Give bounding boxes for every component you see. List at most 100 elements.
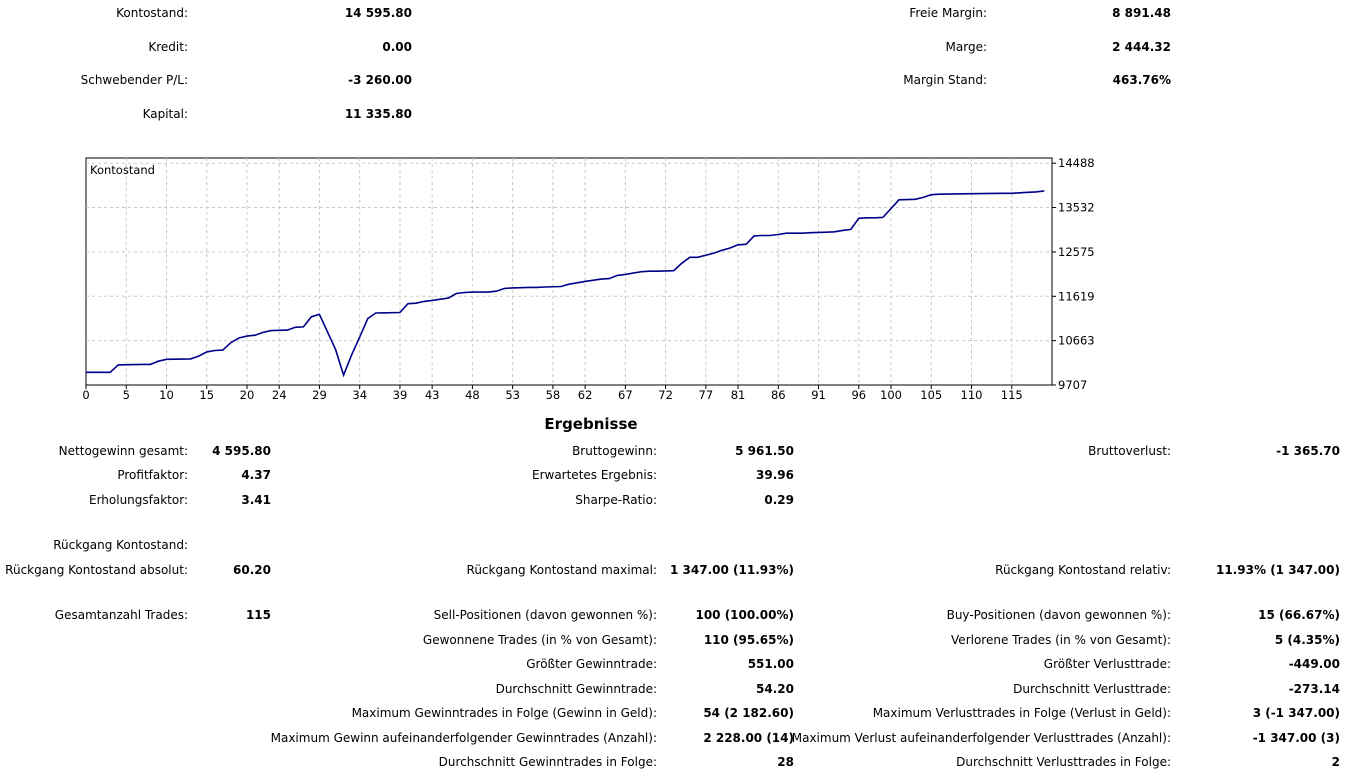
balance-data-point	[367, 317, 369, 320]
balance-data-point	[970, 193, 973, 195]
balance-data-point	[206, 351, 208, 353]
x-tick-label: 29	[312, 388, 327, 402]
balance-data-point	[785, 232, 787, 234]
balance-data-point	[560, 285, 562, 288]
margin-value: 2 444.32	[1112, 40, 1171, 54]
gross-loss-value: -1 365.70	[1276, 444, 1340, 458]
balance-data-point	[761, 234, 763, 237]
credit-value: 0.00	[382, 40, 412, 54]
balance-data-point	[737, 244, 739, 246]
x-tick-label: 110	[961, 388, 983, 402]
x-tick-label: 96	[851, 388, 866, 402]
balance-data-point	[536, 286, 538, 289]
balance-data-point	[858, 217, 860, 219]
balance-data-point	[697, 256, 699, 258]
balance-data-point	[648, 270, 651, 272]
floating-pl-value: -3 260.00	[348, 73, 412, 87]
x-tick-label: 39	[393, 388, 408, 402]
gross-loss-label: Bruttoverlust:	[1088, 444, 1171, 458]
x-tick-label: 58	[546, 388, 561, 402]
balance-data-point	[214, 349, 216, 352]
balance-label: Kontostand:	[116, 6, 188, 20]
lost-trades-value: 5 (4.35%)	[1274, 633, 1340, 647]
balance-data-point	[842, 229, 844, 231]
drawdown-relative-value: 11.93% (1 347.00)	[1216, 563, 1340, 577]
balance-series-points	[85, 190, 1045, 376]
balance-data-point	[246, 335, 248, 337]
avg-consec-wins-label: Durchschnitt Gewinntrades in Folge:	[438, 755, 657, 769]
gross-profit-label: Bruttogewinn:	[572, 444, 657, 458]
x-tick-label: 91	[811, 388, 826, 402]
balance-data-point	[463, 291, 465, 294]
balance-data-point	[165, 358, 168, 360]
won-trades-value: 110 (95.65%)	[703, 633, 794, 647]
balance-data-point	[343, 374, 345, 376]
drawdown-absolute-value: 60.20	[233, 563, 271, 577]
balance-data-point	[528, 286, 530, 289]
x-tick-label: 15	[199, 388, 214, 402]
balance-data-point	[689, 256, 691, 258]
results-heading: Ergebnisse	[544, 415, 638, 433]
balance-data-point	[713, 252, 715, 254]
balance-data-point	[447, 297, 449, 299]
balance-data-point	[729, 247, 731, 249]
x-tick-label: 115	[1001, 388, 1023, 402]
avg-consec-wins-value: 28	[777, 755, 794, 769]
x-tick-label: 62	[578, 388, 593, 402]
net-profit-value: 4 595.80	[212, 444, 271, 458]
balance-data-point	[882, 216, 884, 218]
balance-data-point	[874, 217, 876, 219]
margin-level-label: Margin Stand:	[903, 73, 987, 87]
balance-data-point	[455, 292, 457, 295]
balance-data-point	[149, 363, 151, 366]
balance-data-point	[640, 271, 643, 273]
margin-label: Marge:	[945, 40, 987, 54]
buy-positions-label: Buy-Positionen (davon gewonnen %):	[946, 608, 1171, 622]
credit-label: Kredit:	[148, 40, 188, 54]
avg-loss-value: -273.14	[1288, 682, 1340, 696]
balance-data-point	[302, 326, 304, 328]
balance-data-point	[109, 371, 111, 373]
y-tick-label: 11619	[1058, 289, 1095, 303]
x-tick-label: 0	[82, 388, 89, 402]
balance-data-point	[809, 232, 812, 234]
x-tick-label: 48	[465, 388, 480, 402]
avg-consec-losses-value: 2	[1331, 755, 1340, 769]
largest-win-label: Größter Gewinntrade:	[526, 657, 657, 671]
x-tick-label: 53	[505, 388, 520, 402]
max-consec-profit-value: 2 228.00 (14)	[703, 731, 794, 745]
y-tick-label: 14488	[1058, 156, 1095, 170]
balance-data-point	[624, 273, 626, 276]
y-tick-label: 12575	[1058, 245, 1095, 259]
balance-data-point	[504, 287, 506, 289]
expected-payoff-label: Erwartetes Ergebnis:	[531, 468, 657, 482]
balance-data-point	[568, 283, 570, 285]
x-tick-label: 43	[425, 388, 440, 402]
y-tick-label: 10663	[1058, 334, 1095, 348]
balance-data-point	[407, 303, 409, 305]
max-consec-wins-label: Maximum Gewinntrades in Folge (Gewinn in…	[351, 706, 657, 720]
free-margin-value: 8 891.48	[1112, 6, 1171, 20]
balance-data-point	[866, 217, 868, 219]
balance-data-point	[512, 287, 514, 289]
chart-title: Kontostand	[90, 163, 155, 177]
x-tick-label: 86	[771, 388, 786, 402]
balance-data-point	[415, 302, 417, 304]
total-trades-label: Gesamtanzahl Trades:	[54, 608, 188, 622]
balance-data-point	[262, 331, 264, 334]
balance-data-point	[399, 311, 401, 314]
balance-data-point	[600, 278, 602, 280]
max-consec-wins-value: 54 (2 182.60)	[703, 706, 794, 720]
won-trades-label: Gewonnene Trades (in % von Gesamt):	[422, 633, 657, 647]
buy-positions-value: 15 (66.67%)	[1258, 608, 1340, 622]
chart-y-ticks: 9707 10663 11619 12575 13532 14488	[1052, 156, 1095, 392]
y-tick-label: 13532	[1058, 201, 1095, 215]
x-tick-label: 20	[240, 388, 255, 402]
max-consec-loss-label: Maximum Verlust aufeinanderfolgender Ver…	[791, 731, 1171, 745]
balance-data-point	[801, 232, 804, 234]
sell-positions-value: 100 (100.00%)	[695, 608, 794, 622]
max-consec-losses-value: 3 (-1 347.00)	[1252, 706, 1340, 720]
lost-trades-label: Verlorene Trades (in % von Gesamt):	[951, 633, 1171, 647]
total-trades-value: 115	[245, 608, 271, 622]
balance-data-point	[310, 316, 312, 318]
